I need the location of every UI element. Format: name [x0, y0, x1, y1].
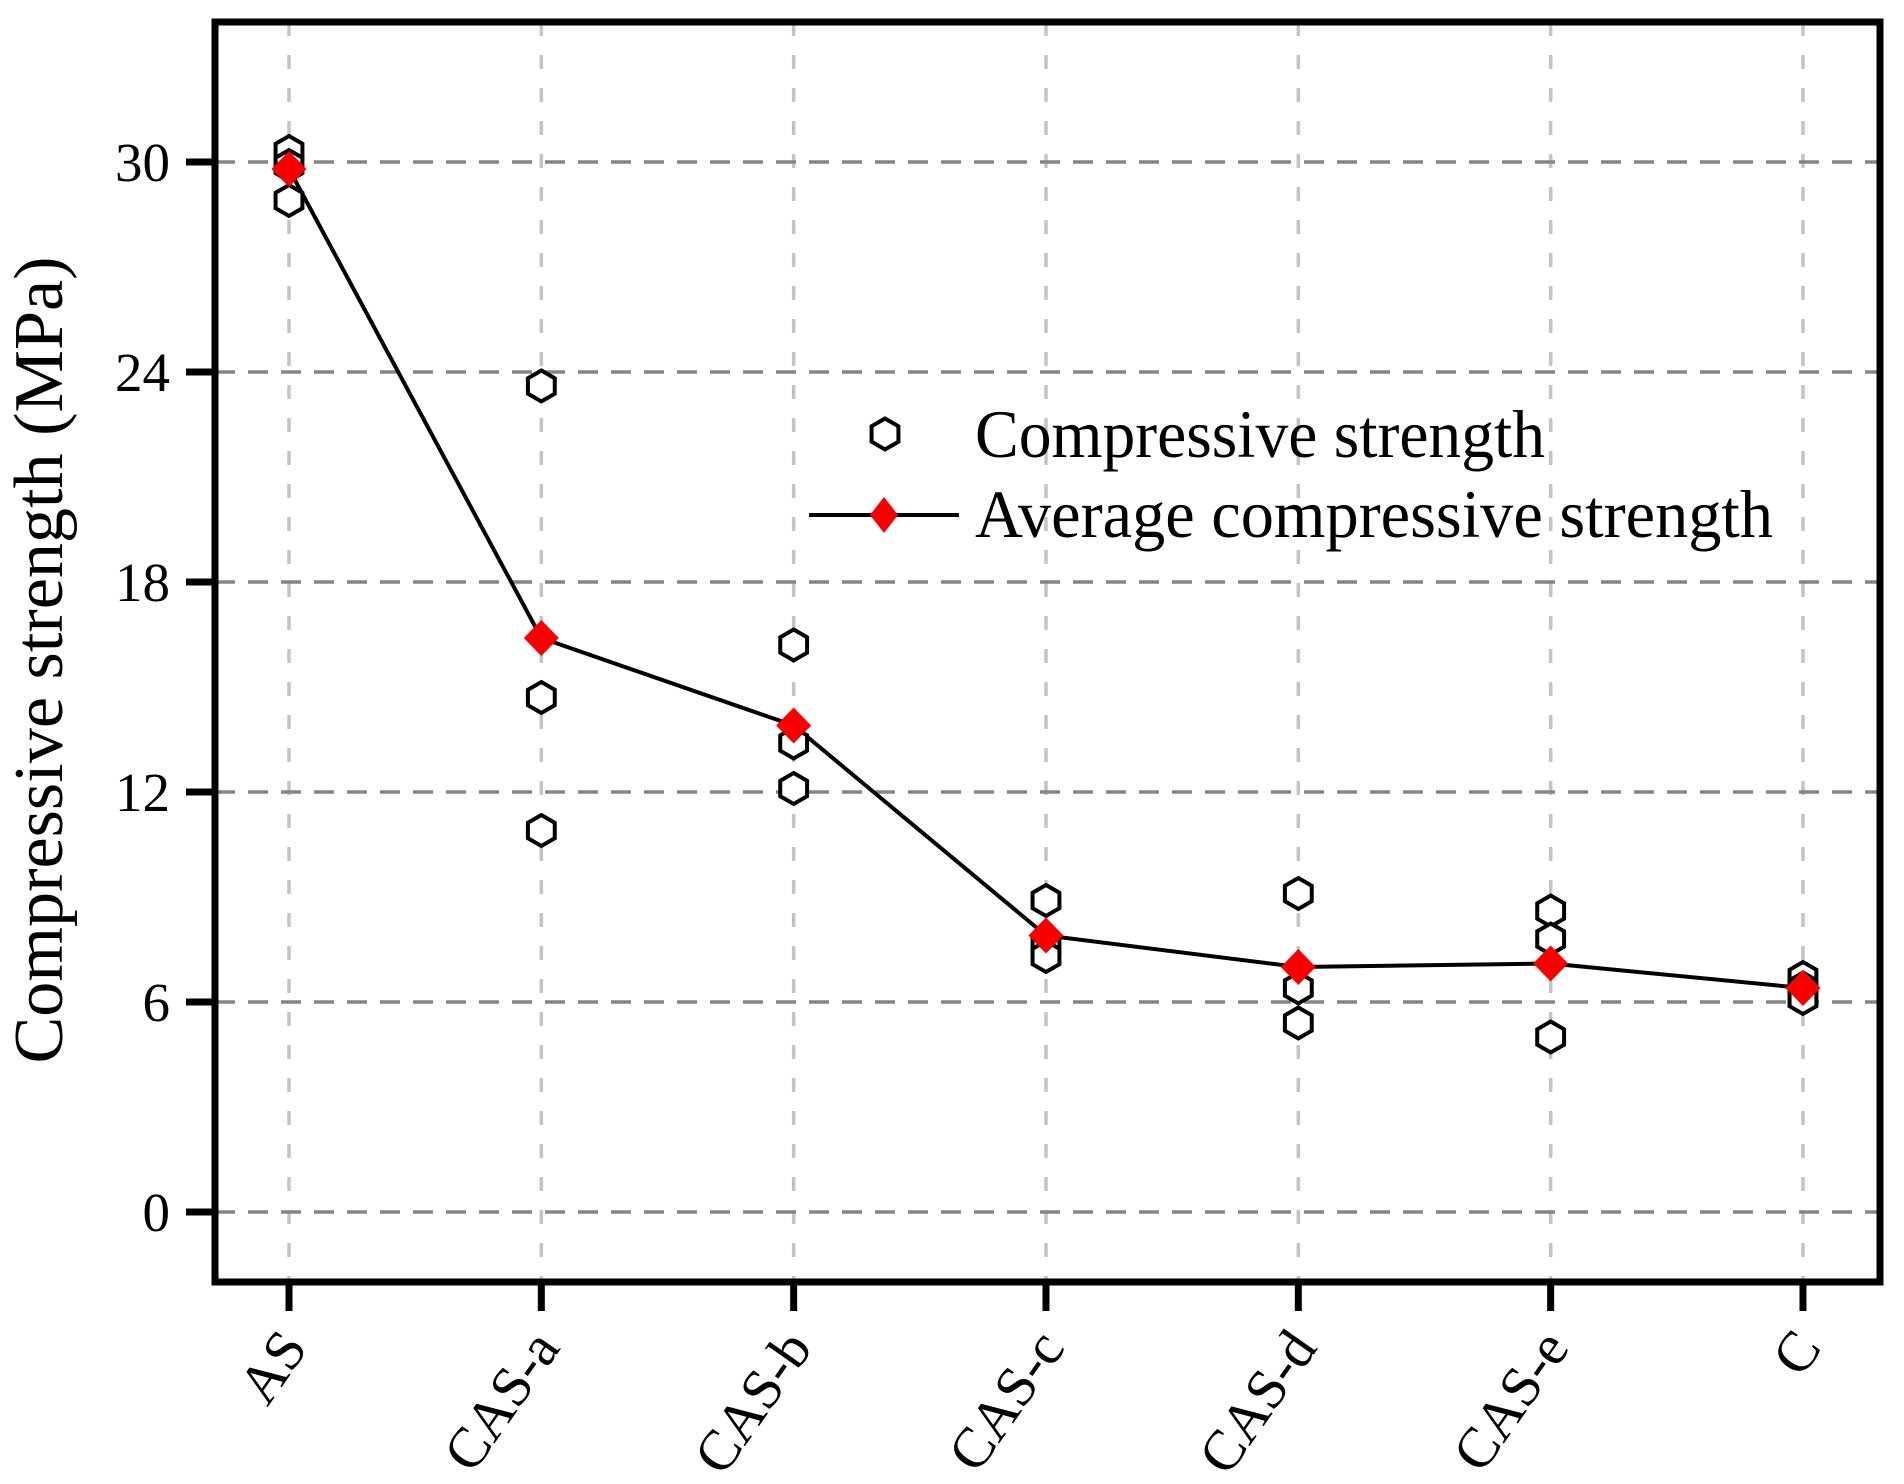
hexagon-data-point [778, 627, 810, 663]
legend-label-average-compressive-strength: Average compressive strength [975, 476, 1773, 552]
diamond-average-point [1028, 917, 1064, 954]
y-tick-label: 6 [143, 972, 171, 1033]
diamond-average-point [523, 620, 559, 656]
hexagon-data-point [525, 812, 557, 849]
hexagon-data-point [778, 770, 810, 807]
legend-red-diamond-icon [870, 497, 898, 533]
hexagon-data-point [525, 679, 557, 716]
diamond-average-point [271, 151, 307, 187]
hexagon-data-point [1282, 1005, 1314, 1041]
hexagon-data-point [1282, 875, 1314, 912]
hexagon-data-point [1282, 970, 1314, 1006]
y-tick-label: 12 [115, 762, 170, 823]
hexagon-data-point [1030, 882, 1062, 919]
hexagon-data-point [525, 368, 557, 404]
y-tick-label: 0 [143, 1182, 171, 1243]
y-axis-title: Compressive strength (MPa) [1, 257, 78, 1064]
legend-label-compressive-strength: Compressive strength [975, 396, 1545, 472]
diamond-average-point [776, 707, 812, 744]
hexagon-data-point [1030, 938, 1062, 975]
diamond-average-point [1785, 970, 1821, 1006]
diamond-average-point [1280, 949, 1316, 985]
hexagon-data-point [273, 182, 305, 219]
diamond-average-point [1533, 945, 1569, 982]
hexagon-data-point [1535, 1019, 1567, 1055]
y-tick-label: 18 [115, 552, 170, 613]
legend-open-hexagon-icon [869, 416, 901, 452]
y-tick-label: 30 [115, 132, 170, 193]
y-tick-label: 24 [115, 342, 170, 403]
